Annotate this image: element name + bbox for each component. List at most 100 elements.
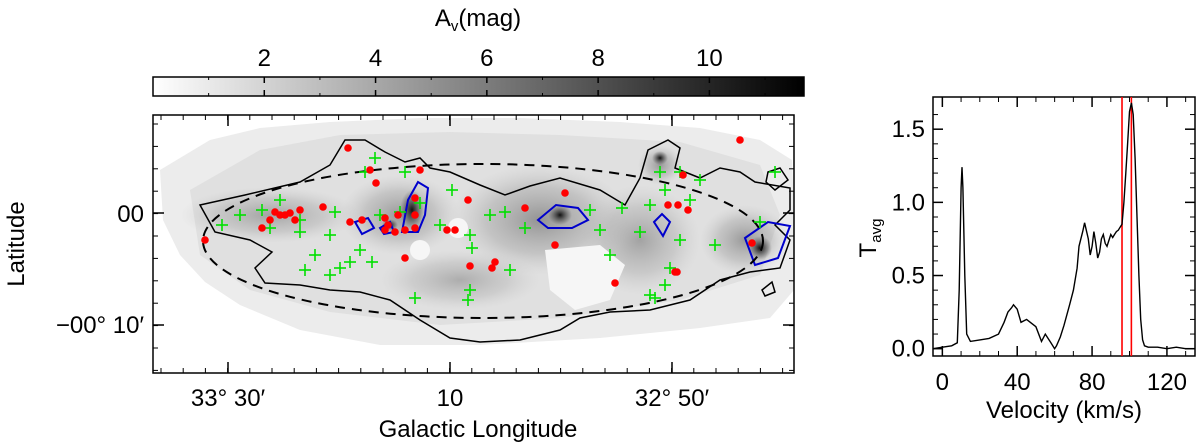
blue-contour xyxy=(400,180,430,233)
green-cross-marker xyxy=(754,216,766,228)
spectrum-ytick-label: 1.0 xyxy=(892,189,925,216)
colorbar-tick-label: 2 xyxy=(258,45,271,72)
green-cross-marker xyxy=(504,264,516,276)
green-cross-marker xyxy=(434,219,446,231)
red-dot-marker xyxy=(394,211,402,219)
map-xtick-label: 10 xyxy=(437,385,464,412)
green-cross-marker xyxy=(334,262,346,274)
map-xtick-label: 32° 50′ xyxy=(635,385,710,412)
red-dot-marker xyxy=(266,216,274,224)
green-cross-marker xyxy=(659,279,671,291)
colorbar-tick-label: 10 xyxy=(696,45,723,72)
green-cross-marker xyxy=(324,269,336,281)
map-ytick-label: −00° 10′ xyxy=(56,312,145,339)
red-dot-marker xyxy=(291,216,299,224)
extinction-map: 33° 30′ 10 32° 50′ 00 −00° 10′ Galactic … xyxy=(3,114,795,443)
red-dot-marker xyxy=(411,211,419,219)
green-cross-marker xyxy=(644,289,656,301)
green-cross-marker xyxy=(709,239,721,251)
green-cross-marker xyxy=(344,256,356,268)
green-cross-marker xyxy=(634,226,646,238)
map-xtick-label: 33° 30′ xyxy=(191,385,266,412)
green-cross-marker xyxy=(654,166,666,178)
red-dot-marker xyxy=(344,144,352,152)
green-cross-marker xyxy=(409,292,421,304)
red-dot-marker xyxy=(679,171,687,179)
green-cross-marker xyxy=(684,194,696,206)
green-cross-marker xyxy=(329,206,341,218)
spectrum-xtick-label: 0 xyxy=(936,369,949,396)
green-cross-marker xyxy=(462,294,474,306)
green-cross-marker xyxy=(604,249,616,261)
green-cross-marker xyxy=(694,174,706,186)
green-crosses xyxy=(216,152,781,306)
red-dot-marker xyxy=(466,262,474,270)
map-ylabel: Latitude xyxy=(3,201,30,286)
blue-contour xyxy=(652,212,672,239)
green-cross-marker xyxy=(264,222,276,234)
spectrum-xlabel: Velocity (km/s) xyxy=(986,397,1142,424)
spectrum-frame xyxy=(932,96,1196,357)
green-cross-marker xyxy=(769,166,781,178)
spectrum-ytick-label: 0.5 xyxy=(892,263,925,290)
red-dot-marker xyxy=(201,236,209,244)
red-dot-marker xyxy=(674,201,682,209)
red-dot-marker xyxy=(464,196,472,204)
green-cross-marker xyxy=(664,262,676,274)
green-cross-marker xyxy=(234,209,246,221)
green-cross-marker xyxy=(659,184,671,196)
red-dot-marker xyxy=(416,166,424,174)
red-dot-marker xyxy=(319,203,327,211)
red-dot-marker xyxy=(451,226,459,234)
red-dot-marker xyxy=(551,241,559,249)
green-cross-marker xyxy=(294,226,306,238)
map-xlabel: Galactic Longitude xyxy=(379,416,578,443)
green-cross-marker xyxy=(584,204,596,216)
black-contour xyxy=(761,280,776,297)
spectrum-vertical-lines xyxy=(1121,97,1133,356)
green-cross-marker xyxy=(519,222,531,234)
red-dot-marker xyxy=(366,166,374,174)
green-cross-marker xyxy=(414,197,426,209)
green-cross-marker xyxy=(354,244,366,256)
red-dot-marker xyxy=(391,228,399,236)
colorbar: Av(mag) 2 4 6 8 10 xyxy=(152,5,805,97)
green-cross-marker xyxy=(466,242,478,254)
spectrum-xtick-label: 80 xyxy=(1079,369,1106,396)
spectrum-xtick-label: 120 xyxy=(1147,369,1187,396)
green-cross-marker xyxy=(216,219,228,231)
green-cross-marker xyxy=(324,229,336,241)
green-cross-marker xyxy=(274,194,286,206)
black-contour xyxy=(198,139,791,343)
map-image xyxy=(160,118,794,345)
spectrum-ytick-label: 1.5 xyxy=(892,116,925,143)
green-cross-marker xyxy=(299,264,311,276)
red-dot-marker xyxy=(372,179,380,187)
red-dot-marker xyxy=(401,254,409,262)
red-dot-marker xyxy=(611,279,619,287)
red-dot-marker xyxy=(521,204,529,212)
green-cross-marker xyxy=(484,209,496,221)
red-dot-marker xyxy=(346,218,354,226)
green-cross-marker xyxy=(464,284,476,296)
red-dot-marker xyxy=(381,214,389,222)
spectrum-plot: 0 40 80 120 0.0 0.5 1.0 1.5 Velocity (km/s) Tav… xyxy=(855,96,1196,424)
red-dots xyxy=(201,136,756,287)
red-dot-marker xyxy=(491,258,499,266)
red-dot-marker xyxy=(673,268,681,276)
green-cross-marker xyxy=(499,206,511,218)
map-ticks xyxy=(153,115,794,373)
black-contour xyxy=(765,167,790,191)
green-cross-marker xyxy=(464,229,476,241)
colorbar-ticks: 2 4 6 8 10 xyxy=(208,45,766,96)
red-dot-marker xyxy=(736,136,744,144)
red-dot-marker xyxy=(561,189,569,197)
map-frame xyxy=(152,114,795,374)
colorbar-tick-label: 6 xyxy=(480,45,493,72)
blue-contour xyxy=(536,203,590,229)
green-cross-marker xyxy=(446,184,458,196)
red-dot-marker xyxy=(488,264,496,272)
spectrum-xtick-label: 40 xyxy=(1004,369,1031,396)
green-cross-marker xyxy=(674,234,686,246)
